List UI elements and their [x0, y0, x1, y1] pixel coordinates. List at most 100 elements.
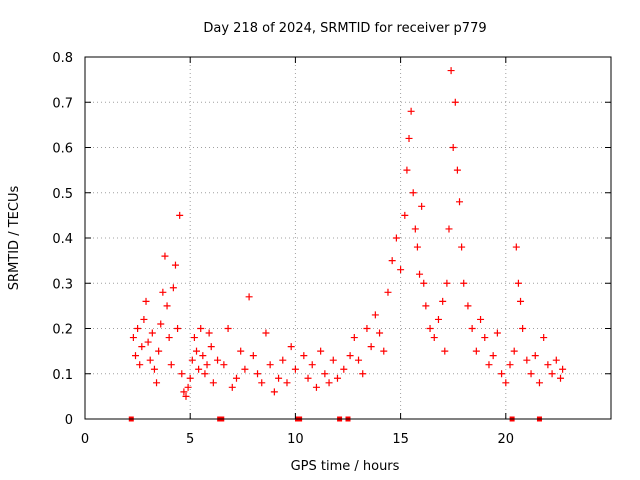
y-axis-label: SRMTID / TECUs: [7, 186, 22, 291]
data-point: [439, 297, 447, 305]
data-point: [359, 370, 367, 378]
data-point: [188, 356, 196, 364]
data-point: [207, 343, 215, 351]
data-point: [456, 198, 464, 206]
data-point: [258, 379, 266, 387]
data-point: [397, 266, 405, 274]
data-point: [346, 352, 354, 360]
x-tick-label: 5: [186, 432, 194, 447]
data-point: [489, 352, 497, 360]
data-point: [163, 302, 171, 310]
data-point: [205, 329, 213, 337]
data-point: [384, 288, 392, 296]
data-point: [283, 379, 291, 387]
data-point: [371, 311, 379, 319]
data-point: [447, 67, 455, 75]
data-point: [388, 257, 396, 265]
data-point: [167, 361, 175, 369]
data-point: [312, 383, 320, 391]
data-point: [249, 352, 257, 360]
data-point: [510, 347, 518, 355]
data-point: [426, 325, 434, 332]
data-point: [237, 347, 245, 355]
data-point: [418, 202, 426, 210]
data-point: [540, 334, 548, 342]
data-point: [254, 370, 262, 378]
data-point: [468, 325, 476, 332]
data-point: [502, 379, 510, 387]
plot-frame: [84, 56, 612, 420]
x-tick-label: 20: [498, 432, 515, 447]
data-point: [321, 370, 329, 378]
data-point: [544, 361, 552, 369]
data-point: [275, 374, 283, 382]
data-point: [159, 288, 167, 296]
data-point: [186, 374, 194, 382]
data-point: [441, 347, 449, 355]
data-point: [241, 365, 249, 373]
data-point: [138, 343, 146, 351]
data-point: [472, 347, 480, 355]
data-point: [420, 279, 428, 287]
data-point: [416, 270, 424, 278]
data-point: [409, 189, 417, 197]
data-point: [413, 243, 421, 251]
data-point: [182, 392, 190, 400]
x-tick-label: 10: [287, 432, 304, 447]
data-point: [392, 234, 400, 242]
data-point: [325, 379, 333, 387]
data-point: [430, 334, 438, 342]
data-point: [220, 361, 228, 369]
data-points: [129, 67, 567, 400]
data-point: [136, 361, 144, 369]
data-point: [195, 365, 203, 373]
data-point: [201, 370, 209, 378]
x-tick-label: 15: [392, 432, 409, 447]
data-point: [477, 315, 485, 323]
data-point: [464, 302, 472, 310]
data-point: [333, 374, 341, 382]
data-point: [148, 329, 156, 337]
data-point: [287, 343, 295, 351]
data-point: [308, 361, 316, 369]
data-point: [262, 329, 270, 337]
y-tick-label: 0.3: [52, 277, 73, 292]
x-axis-label: GPS time / hours: [291, 459, 400, 474]
data-point: [228, 383, 236, 391]
grid: [85, 57, 611, 419]
data-point: [523, 356, 531, 364]
data-point: [157, 320, 165, 328]
data-point: [460, 279, 468, 287]
data-point: [367, 343, 375, 351]
data-point: [376, 329, 384, 337]
data-point: [401, 211, 409, 219]
data-point: [224, 325, 232, 332]
data-point: [548, 370, 556, 378]
data-point: [445, 225, 453, 233]
data-point: [411, 225, 419, 233]
data-point: [405, 134, 413, 142]
data-point: [552, 356, 560, 364]
y-tick-label: 0.6: [52, 142, 73, 157]
y-tick-label: 0.8: [52, 51, 73, 66]
data-point: [329, 356, 337, 364]
data-point: [557, 374, 565, 382]
data-point: [506, 361, 514, 369]
data-point: [153, 379, 161, 387]
data-point: [180, 388, 188, 396]
data-point: [451, 98, 459, 106]
data-point: [380, 347, 388, 355]
data-point: [403, 166, 411, 174]
data-point: [178, 370, 186, 378]
y-tick-label: 0.5: [52, 187, 73, 202]
data-point: [363, 325, 371, 332]
data-point: [190, 334, 198, 342]
data-point: [512, 243, 520, 251]
data-point: [498, 370, 506, 378]
data-point: [131, 352, 139, 360]
data-point: [142, 297, 150, 305]
data-point: [232, 374, 240, 382]
x-tick-label: 0: [81, 432, 89, 447]
data-point: [144, 338, 152, 346]
